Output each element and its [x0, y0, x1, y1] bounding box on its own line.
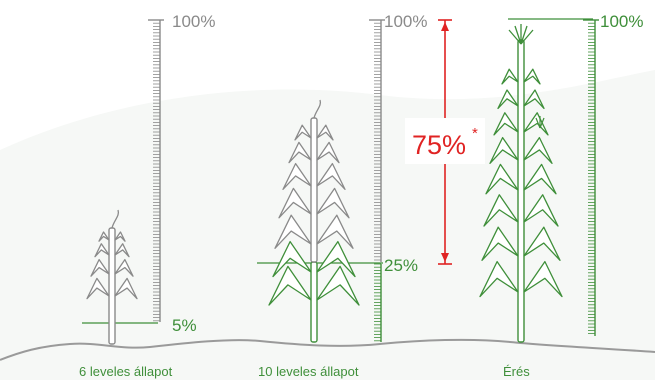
corn-plant-10-leaf-icon — [268, 99, 360, 343]
stage2-caption: 10 leveles állapot — [258, 364, 359, 379]
stage1-level-label: 5% — [172, 316, 197, 335]
corn-plant-maturity-icon — [479, 24, 563, 343]
stage2-level-label: 25% — [384, 256, 418, 275]
ruler-scale-1 — [148, 19, 164, 322]
corn-plant-6-leaf-icon — [86, 209, 138, 345]
annotation-value: 75% — [412, 130, 466, 160]
ground-line — [0, 338, 655, 361]
annotation-footnote: * — [472, 125, 478, 142]
stage3-caption: Érés — [503, 364, 530, 379]
stage1-caption: 6 leveles állapot — [79, 364, 173, 379]
scale2-top-label: 100% — [384, 12, 427, 31]
ruler-scale-3 — [583, 19, 599, 336]
background-hill — [0, 70, 655, 380]
ruler-scale-2 — [369, 19, 385, 342]
scale3-top-label: 100% — [600, 12, 643, 31]
scale1-top-label: 100% — [172, 12, 215, 31]
annotation-bg — [405, 118, 485, 164]
